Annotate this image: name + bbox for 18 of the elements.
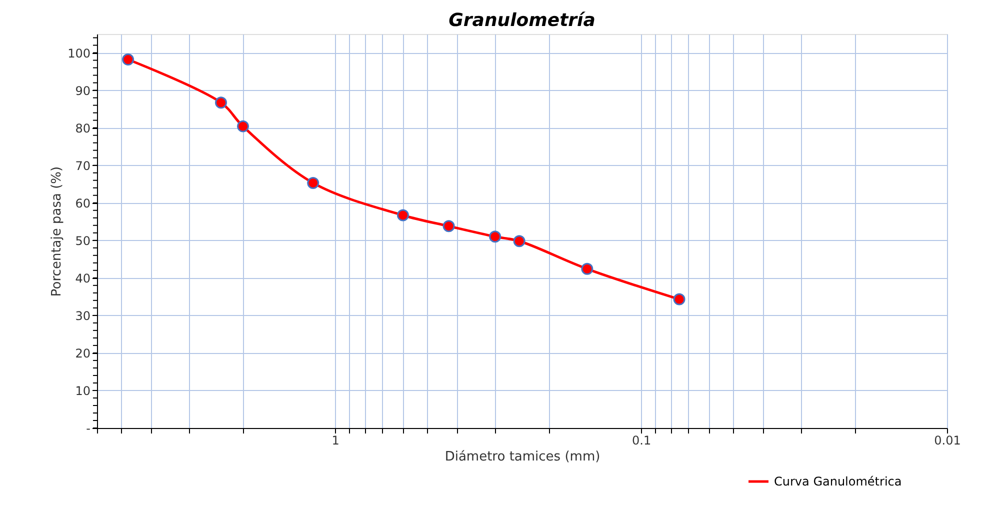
x-tick-label: 1 [332,434,340,448]
legend-label: Curva Ganulométrica [774,474,902,488]
y-tick-label: 10 [75,384,90,398]
x-tick-label: 0.01 [934,434,961,448]
y-tick-label: 20 [75,346,90,360]
x-axis-title: Diámetro tamices (mm) [444,450,600,464]
x-tick-label: 0.1 [632,434,652,448]
y-axis-title: Porcentaje pasa (%) [50,166,65,297]
y-tick-label: 70 [75,158,90,173]
chart-title: Granulometría [448,10,596,31]
y-tick-label: 100 [68,46,90,60]
y-tick-label: 40 [75,271,90,286]
y-tick-label: 50 [75,234,90,248]
y-tick-label: 80 [75,121,90,136]
y-tick-label: 90 [75,84,90,98]
y-tick-label: 30 [75,308,90,323]
y-tick-label: - [86,422,90,436]
y-tick-label: 60 [75,196,90,210]
